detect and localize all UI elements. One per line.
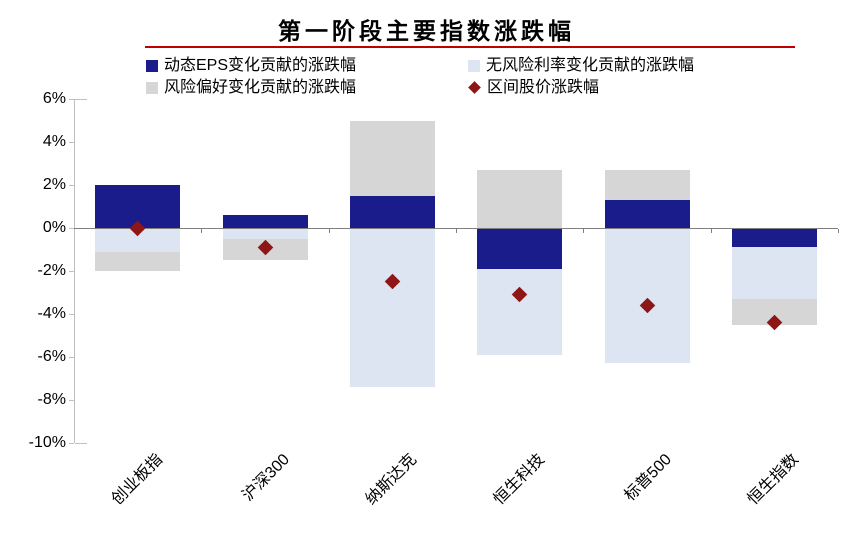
bar-segment: [604, 228, 690, 364]
bar-segment: [222, 228, 308, 239]
y-axis-end-tick: [75, 99, 87, 100]
legend-label-eps: 动态EPS变化贡献的涨跌幅: [164, 57, 357, 74]
y-axis-tick: [69, 443, 74, 444]
bar-segment: [95, 251, 181, 271]
y-axis-end-tick: [75, 443, 87, 444]
legend-label-risk-free: 无风险利率变化贡献的涨跌幅: [486, 57, 695, 74]
bar-segment: [95, 228, 181, 252]
bar-segment: [349, 228, 435, 388]
bar-segment: [604, 200, 690, 228]
y-axis-label: -10%: [28, 434, 66, 451]
zero-line: [74, 228, 838, 229]
chart-title: 第一阶段主要指数涨跌幅: [278, 18, 575, 44]
legend-item-risk-free: 无风险利率变化贡献的涨跌幅: [468, 57, 694, 74]
x-axis-tick: [838, 229, 839, 233]
bar-segment: [604, 169, 690, 201]
title-underline: [145, 46, 795, 48]
legend-item-eps: 动态EPS变化贡献的涨跌幅: [146, 57, 468, 74]
legend-item-price-change: 区间股价涨跌幅: [468, 79, 694, 96]
y-axis-tick: [69, 400, 74, 401]
legend-label-price-change: 区间股价涨跌幅: [487, 79, 600, 96]
legend-swatch-eps: [146, 59, 158, 72]
y-axis-label: 0%: [42, 219, 66, 236]
x-axis-tick: [201, 229, 203, 233]
y-axis-tick: [69, 314, 74, 315]
y-axis-tick: [69, 99, 74, 100]
x-axis-tick: [456, 229, 457, 233]
legend-label-risk-appetite: 风险偏好变化贡献的涨跌幅: [164, 79, 357, 96]
y-axis-label: -4%: [37, 305, 66, 322]
bar-segment: [349, 120, 435, 196]
y-axis-tick: [69, 357, 74, 358]
y-axis-tick: [69, 185, 74, 186]
bar-segment: [477, 228, 563, 269]
legend-swatch-risk-free: [468, 59, 480, 72]
x-axis-tick: [583, 229, 585, 233]
y-axis-line: [74, 99, 75, 443]
y-axis-label: -6%: [37, 348, 66, 365]
y-axis-label: -8%: [37, 391, 66, 408]
legend-swatch-risk-appetite: [146, 81, 158, 94]
y-axis-tick: [69, 228, 74, 229]
y-axis-label: 6%: [42, 90, 66, 107]
bar-segment: [222, 215, 308, 228]
legend: 动态EPS变化贡献的涨跌幅 无风险利率变化贡献的涨跌幅 风险偏好变化贡献的涨跌幅…: [146, 57, 694, 96]
legend-item-risk-appetite: 风险偏好变化贡献的涨跌幅: [146, 79, 468, 96]
bar-segment: [731, 228, 817, 248]
y-axis-label: -2%: [37, 262, 66, 279]
y-axis-tick: [69, 142, 74, 143]
x-axis-label: 创业板指: [108, 451, 166, 509]
y-axis-tick: [69, 271, 74, 272]
bar-segment: [349, 195, 435, 228]
bar-segment: [731, 247, 817, 299]
y-axis-label: 4%: [42, 133, 66, 150]
bar-segment: [477, 268, 563, 355]
x-axis-tick: [328, 229, 330, 233]
y-axis-label: 2%: [42, 176, 66, 193]
x-axis-tick: [710, 229, 712, 233]
bar-segment: [477, 169, 563, 228]
